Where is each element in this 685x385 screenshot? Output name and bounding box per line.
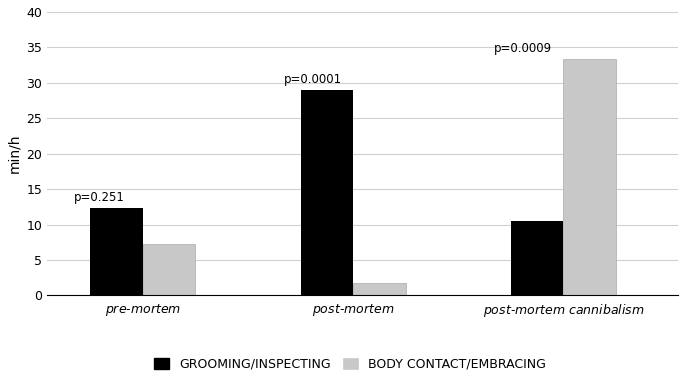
Text: p=0.0001: p=0.0001 — [284, 74, 342, 86]
Text: p=0.251: p=0.251 — [73, 191, 125, 204]
Text: p=0.0009: p=0.0009 — [494, 42, 552, 55]
Legend: GROOMING/INSPECTING, BODY CONTACT/EMBRACING: GROOMING/INSPECTING, BODY CONTACT/EMBRAC… — [149, 353, 551, 376]
Bar — [563, 59, 616, 295]
Bar — [90, 208, 142, 295]
Bar — [301, 90, 353, 295]
Y-axis label: min/h: min/h — [7, 134, 21, 174]
Bar — [511, 221, 563, 295]
Bar — [142, 244, 195, 295]
Bar — [353, 283, 406, 295]
